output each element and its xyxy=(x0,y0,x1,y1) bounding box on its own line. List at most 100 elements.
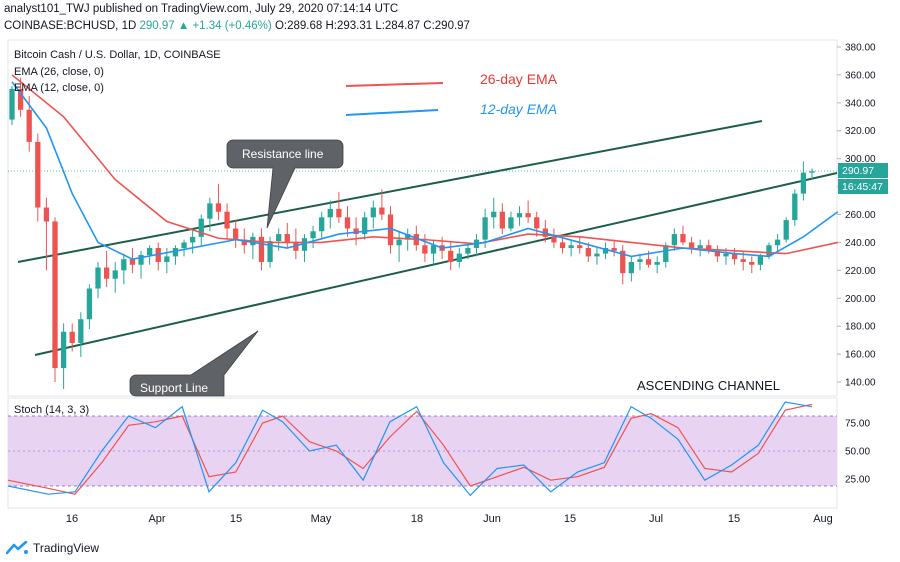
candle-body xyxy=(138,254,144,265)
candle-body xyxy=(637,259,643,262)
stoch-tick-label: 25.00 xyxy=(845,475,870,486)
resistance-callout-label: Resistance line xyxy=(242,147,324,161)
candle-body xyxy=(241,239,247,246)
candle-body xyxy=(749,261,755,265)
price-tick-label: 300.00 xyxy=(845,154,876,165)
candle-body xyxy=(430,245,437,254)
candle-body xyxy=(516,213,523,218)
support-channel-line[interactable] xyxy=(34,172,838,356)
price-axis[interactable]: 140.00 160.00 180.00 200.00 220.00 240.00 260.… xyxy=(837,42,876,389)
candle-body xyxy=(319,217,325,232)
candle-body xyxy=(310,231,316,239)
chart-header: analyst101_TWJ published on TradingView.… xyxy=(0,0,900,38)
candle-body xyxy=(344,217,351,229)
candle-body xyxy=(448,250,454,262)
candle-body xyxy=(362,217,368,235)
ema12-legend: EMA (12, close, 0) xyxy=(14,82,104,94)
price-change: ▲ +1.34 (+0.46%) xyxy=(177,20,272,32)
symbol: COINBASE:BCHUSD, 1D xyxy=(4,20,137,32)
price-tick-label: 340.00 xyxy=(845,98,876,109)
candle-body xyxy=(233,228,239,240)
time-tick-label: 15 xyxy=(564,513,576,525)
time-tick-label: 16 xyxy=(66,513,78,525)
candle-body xyxy=(671,234,678,246)
channel-annotation: ASCENDING CHANNEL xyxy=(637,378,780,393)
candle-body xyxy=(181,242,187,249)
candle-body xyxy=(628,261,634,274)
candle-body xyxy=(267,241,273,262)
countdown-tag-label: 16:45:47 xyxy=(842,181,883,193)
ema12-line xyxy=(11,81,839,261)
candle-body xyxy=(654,261,660,265)
countdown-tag xyxy=(838,179,888,194)
support-callout-label: Support Line xyxy=(140,381,208,395)
candle-body xyxy=(387,214,394,246)
price-tick-label: 220.00 xyxy=(845,266,876,277)
candle-body xyxy=(757,256,764,265)
candle-body xyxy=(121,259,127,271)
ema26-line xyxy=(11,74,838,255)
candle-body xyxy=(190,236,196,243)
resistance-channel-line[interactable] xyxy=(17,120,763,263)
chart-title: Bitcoin Cash / U.S. Dollar, 1D, COINBASE xyxy=(14,49,221,61)
time-tick-label: Aug xyxy=(813,513,833,525)
candle-body xyxy=(301,238,308,251)
candle-body xyxy=(697,245,703,249)
stoch-axis[interactable]: 25.00 50.00 75.00 xyxy=(845,419,870,486)
time-tick-label: 18 xyxy=(411,513,423,525)
candle-body xyxy=(379,207,385,215)
candle-body xyxy=(688,242,695,249)
time-tick-label: 15 xyxy=(728,513,740,525)
candle-body xyxy=(525,213,531,218)
candle-body xyxy=(224,211,230,229)
footer-brand: TradingView xyxy=(33,541,100,555)
candle-body xyxy=(405,234,411,240)
candle-body xyxy=(60,331,67,369)
candle-body xyxy=(396,239,402,246)
candle-body xyxy=(602,248,609,254)
resistance-callout[interactable]: Resistance line xyxy=(226,139,344,229)
candle-body xyxy=(69,331,75,343)
candle-body xyxy=(800,172,807,194)
price-tick-label: 260.00 xyxy=(845,210,876,221)
last-price-tag-label: 290.97 xyxy=(842,165,874,177)
candle-body xyxy=(508,217,514,229)
candle-body xyxy=(207,203,213,219)
last-price-tag xyxy=(838,163,888,178)
candle-body xyxy=(723,253,729,257)
candle-body xyxy=(706,245,712,251)
candle-body xyxy=(482,217,488,240)
candle-body xyxy=(276,234,282,242)
symbol-line: COINBASE:BCHUSD, 1D 290.97 ▲ +1.34 (+0.4… xyxy=(4,20,470,32)
price-pane[interactable] xyxy=(7,39,838,397)
candle-body xyxy=(327,208,333,218)
candle-body xyxy=(663,245,669,262)
time-tick-label: Jul xyxy=(649,513,663,525)
candle-body xyxy=(680,234,686,243)
price-tick-label: 240.00 xyxy=(845,238,876,249)
candle-body xyxy=(551,236,557,243)
candle-body xyxy=(456,253,462,262)
candle-body xyxy=(792,193,798,221)
candle-body xyxy=(620,250,626,274)
candle-body xyxy=(731,253,738,260)
time-axis[interactable]: 16 Apr 15 May 18 Jun 15 Jul 15 Aug xyxy=(66,513,833,525)
candle-body xyxy=(17,88,24,110)
candle-body xyxy=(9,88,15,120)
candle-body xyxy=(258,236,265,262)
ema26-sample-line xyxy=(345,82,444,87)
price-chart[interactable]: 140.00 160.00 180.00 200.00 220.00 240.00 260.… xyxy=(0,0,900,530)
price-tick-label: 160.00 xyxy=(845,350,876,361)
candle-body xyxy=(172,248,179,257)
ohlc-values: O:289.68 H:293.31 L:284.87 C:290.97 xyxy=(274,20,470,32)
candle-body xyxy=(43,207,50,222)
candles xyxy=(9,77,815,390)
candle-body xyxy=(611,248,617,251)
price-tick-label: 360.00 xyxy=(845,70,876,81)
candle-body xyxy=(422,245,428,254)
candle-body xyxy=(783,220,789,240)
support-callout[interactable]: Support Line xyxy=(129,330,259,397)
candle-body xyxy=(112,270,118,279)
ema12-sample-line xyxy=(345,109,439,116)
candle-body xyxy=(534,217,540,229)
